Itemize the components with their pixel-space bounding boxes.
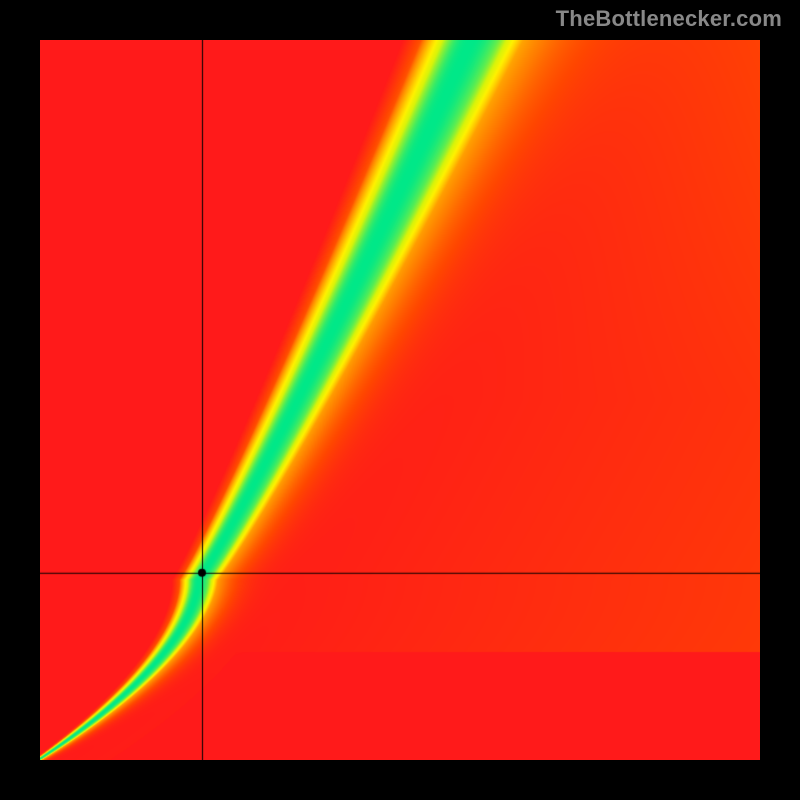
heatmap-canvas xyxy=(40,40,760,760)
chart-container: TheBottlenecker.com xyxy=(0,0,800,800)
heatmap-plot xyxy=(40,40,760,760)
watermark-text: TheBottlenecker.com xyxy=(556,6,782,32)
